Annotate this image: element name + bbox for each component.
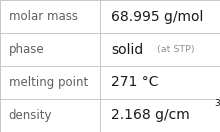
Text: molar mass: molar mass — [9, 10, 78, 23]
Text: (at STP): (at STP) — [157, 45, 195, 54]
Text: 2.168 g/cm: 2.168 g/cm — [111, 109, 190, 122]
Text: phase: phase — [9, 43, 44, 56]
Text: density: density — [9, 109, 52, 122]
Text: melting point: melting point — [9, 76, 88, 89]
Text: 3: 3 — [214, 99, 220, 108]
Text: 271 °C: 271 °C — [111, 76, 159, 89]
Text: 68.995 g/mol: 68.995 g/mol — [111, 10, 204, 23]
Text: solid: solid — [111, 43, 143, 56]
